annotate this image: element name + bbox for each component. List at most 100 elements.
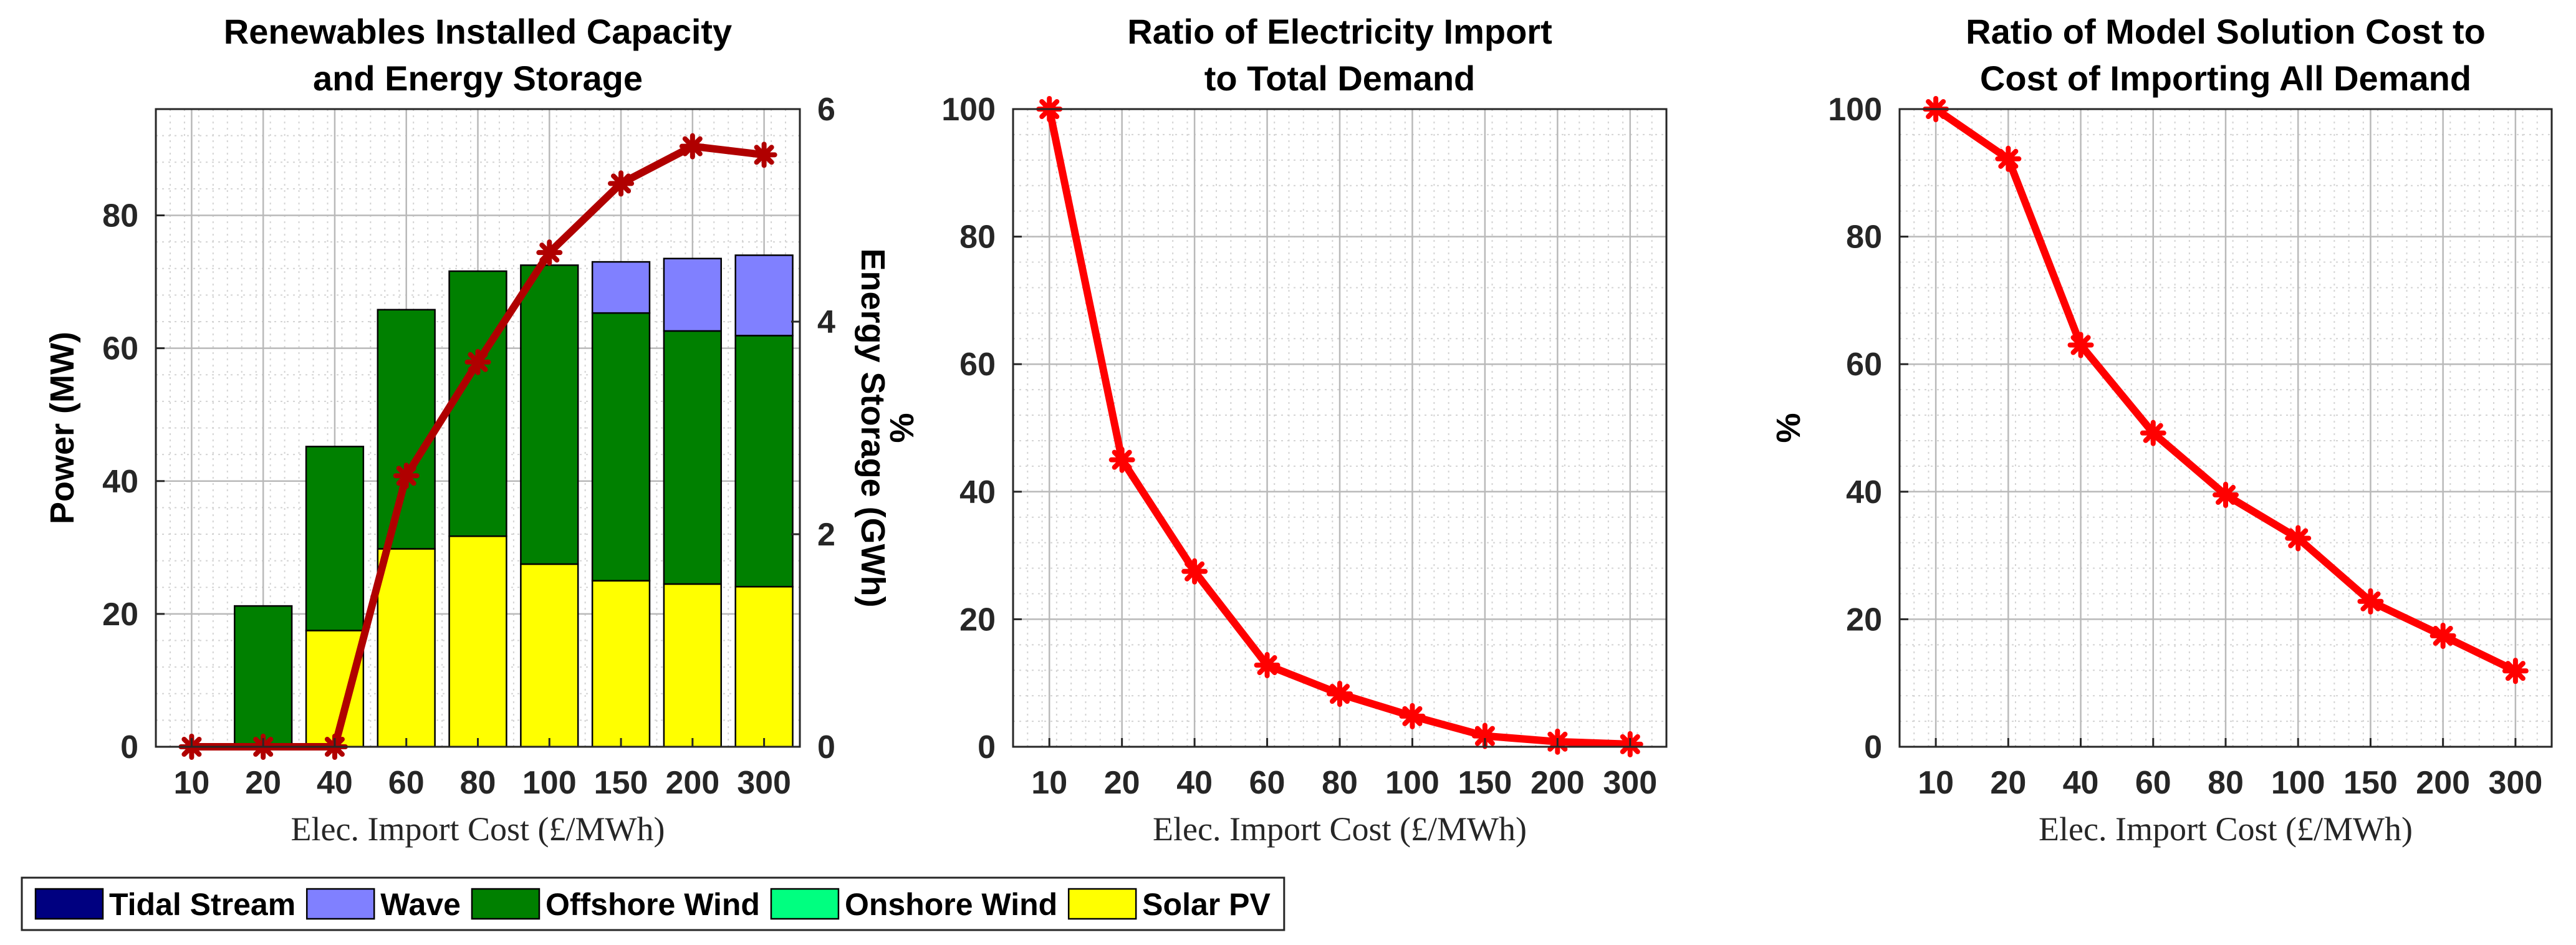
bar-segment: [305, 446, 365, 631]
data-point-marker: [1181, 558, 1208, 585]
y-tick-label: 20: [102, 597, 138, 633]
data-point-marker: [2067, 332, 2094, 358]
y-tick-label: 0: [120, 729, 138, 765]
bar-segment: [591, 312, 651, 582]
x-tick-label: 150: [2343, 765, 2398, 801]
data-point-marker-stroke: [2070, 335, 2091, 355]
x-tick-label: 80: [1322, 765, 1358, 801]
chart-panel-cost-ratio: Ratio of Model Solution Cost to Cost of I…: [1770, 12, 2553, 848]
y-tick-label: 80: [1846, 219, 1882, 256]
storage-marker-stroke: [611, 173, 632, 194]
bar-segment: [234, 605, 293, 748]
y-right-axis-label: Energy Storage (GWh): [854, 248, 892, 607]
x-tick-label: 40: [317, 765, 353, 801]
legend-swatch: [305, 888, 375, 920]
bar-segment: [591, 580, 651, 748]
data-point-marker-stroke: [2143, 423, 2163, 443]
y-right-tick-label: 4: [817, 304, 835, 340]
y-tick-label: 20: [1846, 602, 1882, 638]
bar-segment: [591, 261, 651, 314]
x-tick-label: 100: [522, 765, 577, 801]
legend-swatch: [471, 888, 541, 920]
storage-marker-stroke: [468, 352, 488, 372]
storage-marker: [536, 239, 563, 266]
x-tick-label: 300: [2489, 765, 2543, 801]
x-tick-label: 150: [594, 765, 648, 801]
chart-panel-import-ratio: Ratio of Electricity Import to Total Dema…: [883, 12, 1668, 848]
chart-title-line: Ratio of Model Solution Cost to: [1966, 12, 2486, 51]
legend-swatch: [34, 888, 104, 920]
data-point-marker: [2502, 658, 2529, 684]
storage-marker-stroke: [682, 136, 703, 156]
data-point-marker-stroke: [2505, 661, 2526, 681]
legend-label: Onshore Wind: [845, 887, 1057, 922]
y-right-tick-label: 6: [817, 92, 835, 128]
y-axis-label: %: [883, 413, 921, 443]
chart-title-line: Ratio of Electricity Import: [1127, 12, 1552, 51]
x-tick-label: 80: [2208, 765, 2244, 801]
bar-segment: [663, 583, 722, 748]
x-tick-label: 60: [388, 765, 425, 801]
x-tick-label: 40: [2063, 765, 2099, 801]
storage-marker-stroke: [754, 145, 774, 165]
legend-label: Offshore Wind: [545, 887, 760, 922]
data-point-marker: [1995, 145, 2022, 172]
storage-marker-stroke: [539, 242, 560, 263]
y-tick-label: 100: [1828, 92, 1882, 128]
x-axis-label: Elec. Import Cost (£/MWh): [291, 810, 665, 848]
data-point-marker-stroke: [1474, 726, 1495, 746]
data-point-marker-stroke: [1112, 449, 1132, 470]
y-tick-label: 60: [959, 347, 996, 383]
x-axis-label: Elec. Import Cost (£/MWh): [1153, 810, 1527, 848]
bar-segment: [663, 257, 722, 332]
storage-marker: [393, 463, 420, 489]
legend: Tidal Stream Wave Offshore Wind Onshore Win…: [21, 876, 1286, 931]
x-tick-label: 60: [2135, 765, 2171, 801]
y-axis-label: %: [1770, 413, 1807, 443]
bar-segment: [734, 254, 794, 337]
data-point-marker: [2213, 481, 2239, 508]
storage-marker: [751, 142, 777, 168]
x-tick-label: 20: [1990, 765, 2026, 801]
data-point-marker-stroke: [1998, 148, 2019, 169]
x-tick-label: 200: [665, 765, 719, 801]
y-right-tick-label: 2: [817, 517, 835, 553]
bar-segment: [734, 335, 794, 588]
data-point-marker: [1327, 681, 1353, 708]
data-point-marker-stroke: [1185, 561, 1205, 582]
storage-marker-stroke: [396, 466, 416, 486]
legend-label: Wave: [380, 887, 461, 922]
chart-title-line: and Energy Storage: [313, 59, 643, 98]
storage-marker: [464, 348, 491, 375]
bar-segment: [734, 585, 794, 748]
data-point-marker-stroke: [2360, 591, 2381, 612]
data-point-marker: [2429, 622, 2456, 649]
x-tick-label: 100: [2271, 765, 2325, 801]
y-tick-label: 40: [959, 474, 996, 511]
y-tick-label: 0: [1864, 729, 1882, 765]
storage-marker: [608, 170, 635, 197]
data-point-marker: [2140, 420, 2166, 446]
x-tick-label: 10: [1031, 765, 1067, 801]
x-tick-label: 80: [460, 765, 496, 801]
data-point-marker: [1108, 446, 1135, 473]
data-point-marker: [2285, 525, 2312, 552]
y-tick-label: 100: [941, 92, 996, 128]
bar-segment: [520, 563, 579, 748]
y-tick-label: 60: [1846, 347, 1882, 383]
y-tick-label: 80: [102, 198, 138, 234]
y-tick-label: 40: [102, 464, 138, 500]
x-tick-label: 10: [1918, 765, 1954, 801]
data-point-marker-stroke: [2433, 625, 2453, 646]
chart-title-line: to Total Demand: [1204, 59, 1476, 98]
chart-title-line: Cost of Importing All Demand: [1980, 59, 2471, 98]
data-point-marker: [1254, 652, 1281, 679]
y-right-tick-label: 0: [817, 729, 835, 765]
bar-segment: [520, 264, 579, 565]
data-point-marker-stroke: [2215, 484, 2236, 505]
data-point-marker-stroke: [1257, 655, 1277, 676]
data-point-marker: [2357, 588, 2384, 615]
storage-marker: [679, 133, 706, 160]
